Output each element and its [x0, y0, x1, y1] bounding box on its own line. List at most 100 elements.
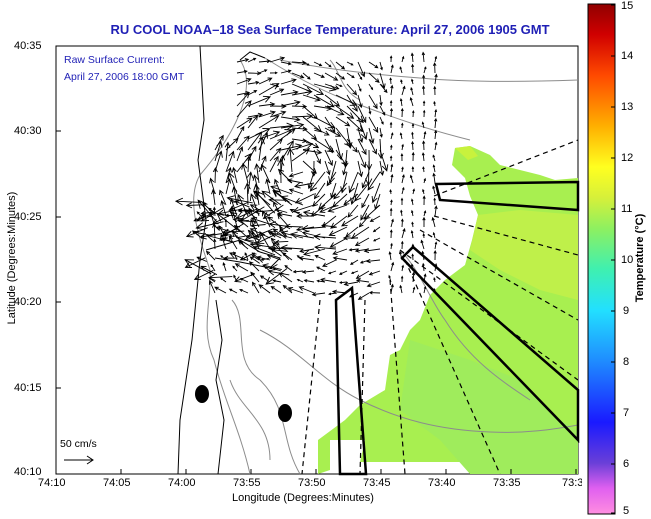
current-arrow — [279, 154, 286, 173]
current-arrow — [389, 121, 393, 129]
current-arrow — [302, 127, 318, 140]
current-arrow — [302, 83, 325, 95]
current-arrow — [309, 171, 326, 192]
y-axis-ticks — [56, 45, 61, 475]
current-arrow — [247, 95, 272, 107]
colorbar-tick-label: 13 — [621, 101, 634, 113]
current-arrow — [400, 152, 404, 162]
current-arrow — [247, 80, 260, 85]
current-arrow — [346, 105, 364, 124]
current-arrow — [371, 182, 381, 204]
current-arrow — [346, 83, 358, 96]
current-arrow — [280, 78, 297, 85]
current-arrow — [222, 262, 227, 272]
y-tick-label: 40:15 — [14, 382, 42, 394]
current-arrow — [379, 72, 386, 90]
current-arrow — [368, 270, 381, 276]
current-arrow — [412, 188, 416, 195]
y-tick-label: 40:10 — [14, 466, 42, 478]
current-arrow — [390, 199, 393, 206]
current-arrow — [287, 286, 304, 294]
current-arrow — [346, 138, 358, 153]
current-arrow — [314, 255, 326, 261]
current-arrow — [342, 235, 358, 241]
current-arrow — [319, 204, 337, 213]
current-arrow — [193, 269, 214, 281]
current-arrow — [288, 188, 304, 195]
current-arrow — [237, 217, 258, 224]
current-arrow — [302, 61, 310, 66]
current-arrow — [389, 229, 393, 239]
scale-arrow-label: 50 cm/s — [60, 438, 97, 450]
current-arrow — [313, 94, 335, 108]
current-arrow — [327, 204, 348, 213]
current-arrow — [234, 273, 256, 283]
current-arrow — [236, 117, 253, 129]
current-arrow — [422, 109, 426, 118]
y-tick-label: 40:35 — [14, 40, 42, 52]
current-arrow — [236, 135, 250, 151]
current-arrow — [247, 112, 264, 118]
current-arrow — [422, 262, 425, 272]
current-arrow — [197, 199, 218, 223]
current-arrow — [278, 225, 288, 232]
current-arrow — [324, 105, 345, 116]
current-arrow — [422, 188, 425, 195]
current-arrow — [401, 186, 405, 195]
current-arrow — [433, 287, 436, 294]
current-arrow — [379, 105, 386, 116]
current-arrow — [432, 164, 436, 173]
marker-left — [195, 385, 209, 403]
current-arrow — [399, 132, 403, 140]
colorbar-ticks — [611, 4, 615, 514]
current-arrow — [390, 173, 394, 184]
current-arrow — [280, 99, 301, 107]
current-arrow — [253, 208, 273, 215]
current-arrow — [234, 263, 249, 272]
current-arrow — [421, 51, 426, 63]
current-arrow — [342, 160, 348, 176]
current-arrow — [231, 166, 238, 184]
current-arrow — [421, 85, 426, 96]
current-arrow — [249, 241, 276, 249]
current-arrow — [284, 264, 293, 272]
current-arrow — [390, 242, 393, 250]
colorbar-tick-label: 15 — [621, 0, 634, 12]
current-arrow — [400, 240, 404, 250]
current-arrow — [348, 248, 359, 252]
current-arrow — [225, 137, 239, 151]
current-arrow — [368, 72, 380, 83]
current-arrow — [228, 201, 249, 212]
current-arrow — [401, 55, 405, 63]
current-arrow — [282, 284, 293, 294]
y-tick-label: 40:30 — [14, 125, 42, 137]
x-tick-label: 74:05 — [103, 477, 131, 489]
current-arrow — [212, 167, 218, 184]
current-arrow — [399, 284, 403, 294]
current-arrow — [346, 72, 355, 79]
current-arrow — [377, 138, 384, 160]
current-arrow — [314, 244, 337, 251]
current-arrow — [400, 218, 404, 228]
current-arrow — [185, 202, 206, 209]
current-arrow — [379, 83, 388, 94]
current-legend-line2: April 27, 2006 18:00 GMT — [64, 71, 185, 83]
current-arrow — [411, 166, 415, 173]
current-arrow — [433, 197, 436, 206]
current-arrow — [265, 268, 288, 285]
current-arrow — [291, 72, 305, 79]
current-arrow — [215, 226, 232, 232]
current-arrow — [368, 127, 375, 144]
y-axis-title: Latitude (Degrees:Minutes) — [6, 191, 18, 325]
current-arrow — [335, 94, 358, 106]
current-arrow — [247, 90, 258, 96]
current-arrow — [350, 270, 359, 274]
current-arrow — [332, 193, 348, 208]
current-arrow — [229, 211, 249, 228]
current-arrow — [246, 155, 252, 173]
current-arrow — [379, 127, 383, 138]
current-arrow — [357, 149, 367, 169]
current-arrow — [243, 209, 258, 219]
current-arrow — [269, 103, 287, 109]
current-arrow — [401, 122, 404, 129]
